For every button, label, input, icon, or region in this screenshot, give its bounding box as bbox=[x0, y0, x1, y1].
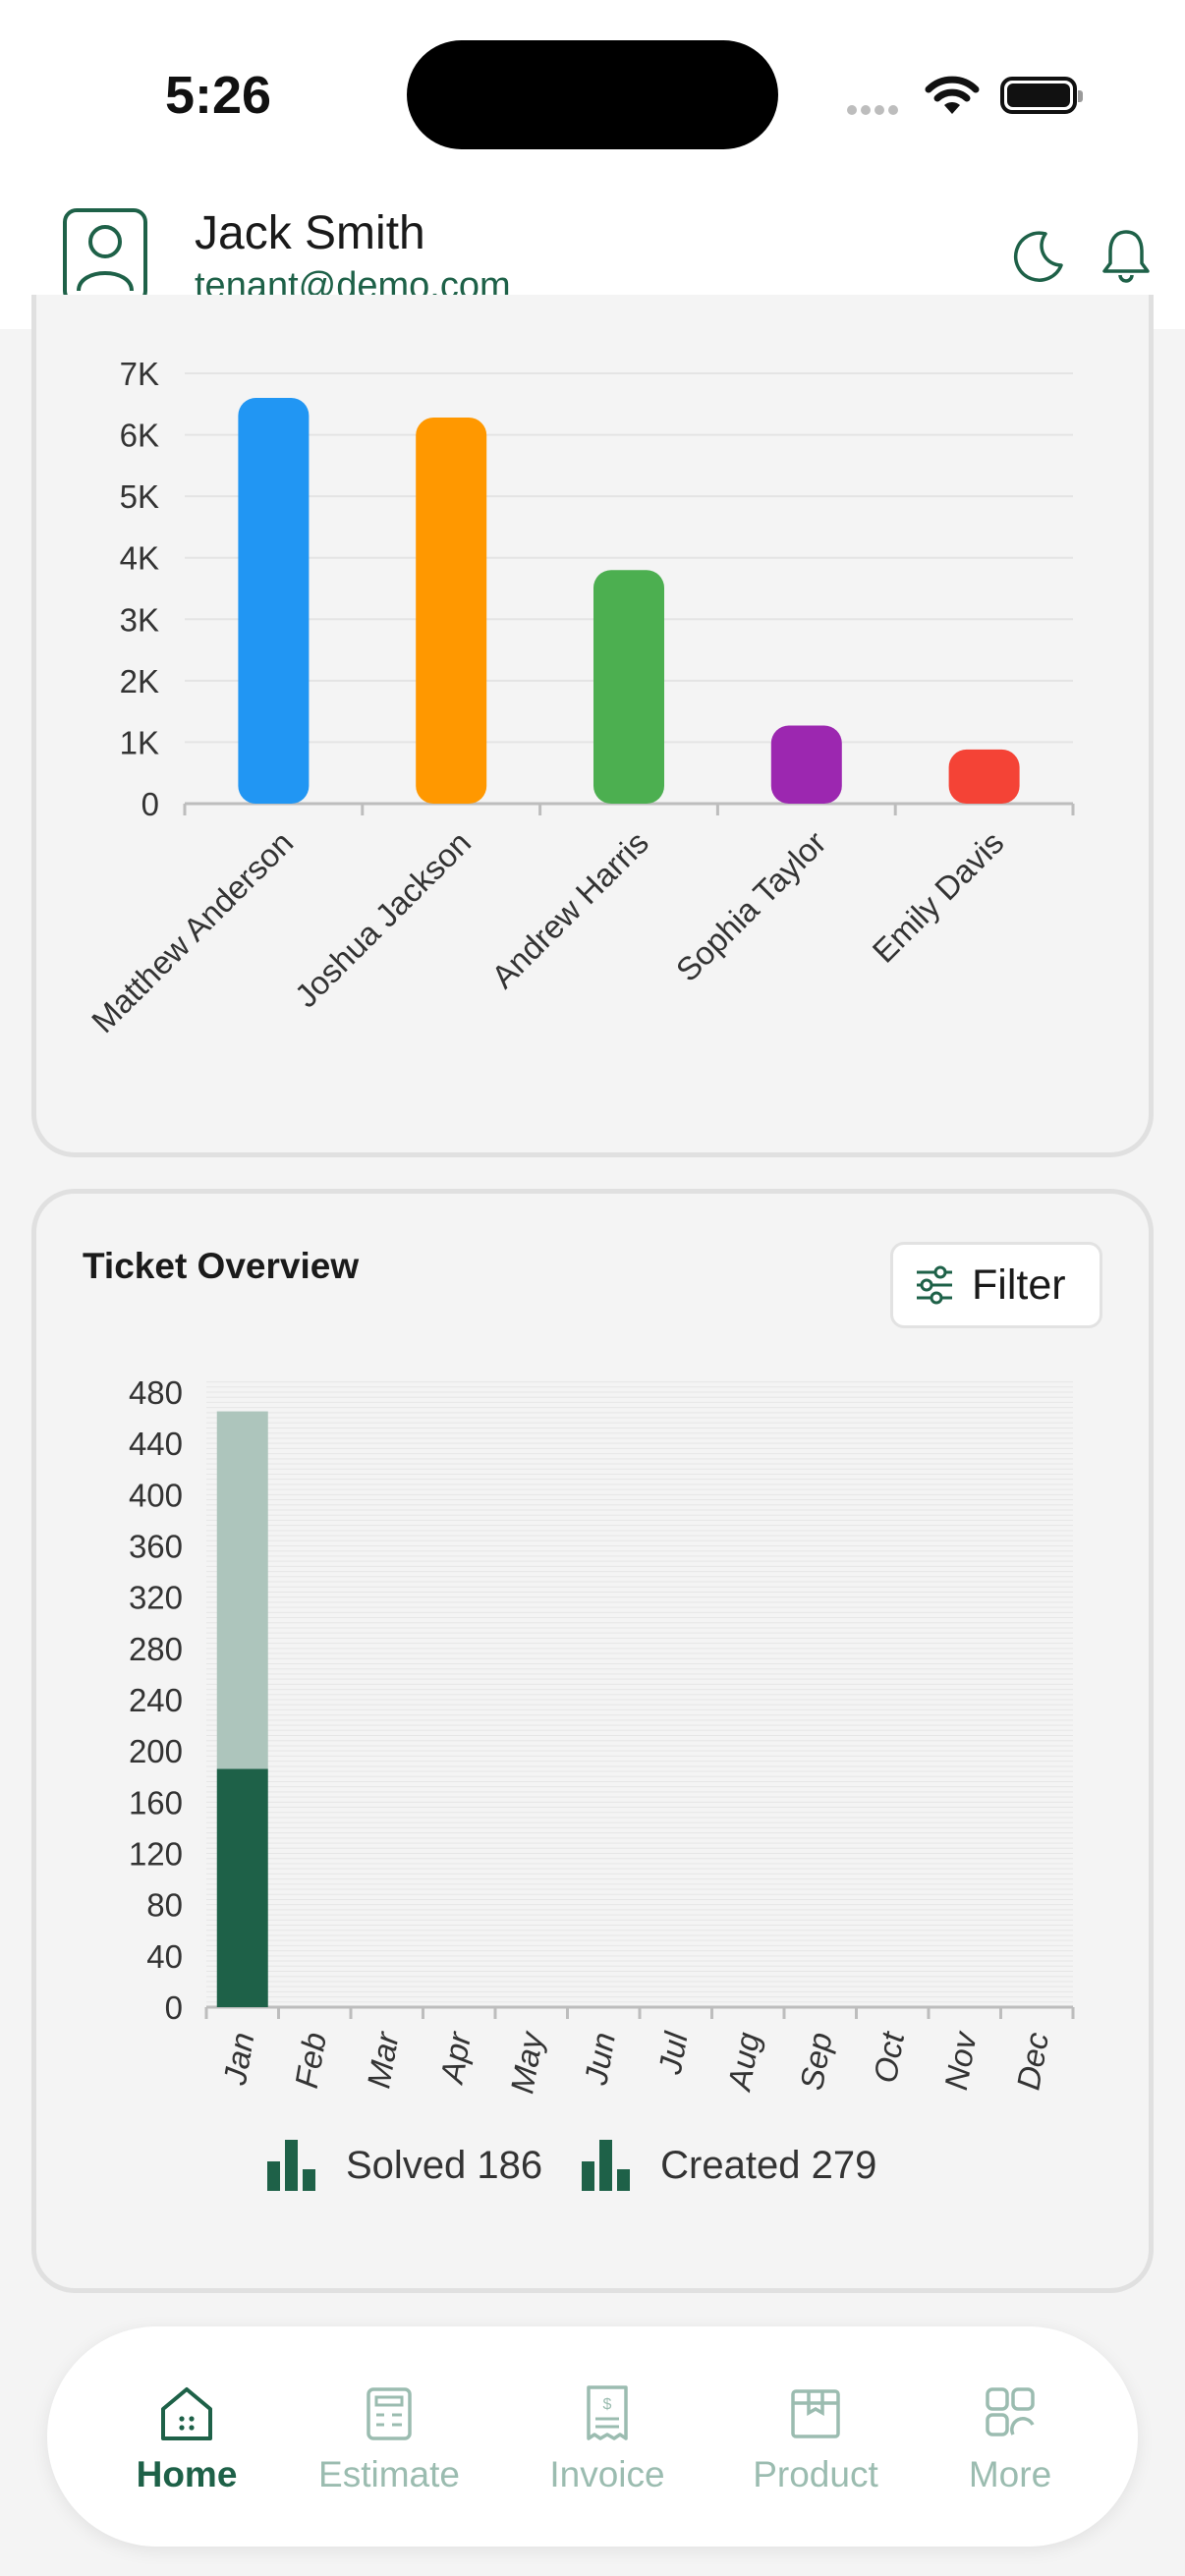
nav-home[interactable]: Home bbox=[98, 2383, 275, 2495]
nav-more[interactable]: More bbox=[922, 2383, 1099, 2495]
nav-estimate[interactable]: Estimate bbox=[301, 2383, 478, 2495]
bar bbox=[948, 749, 1020, 804]
x-tick-label: Dec bbox=[1010, 2029, 1056, 2093]
bar-created bbox=[216, 1411, 268, 1769]
y-tick-label: 2K bbox=[120, 663, 159, 700]
x-tick-label: Jan bbox=[216, 2030, 261, 2089]
sales-chart-card bbox=[31, 295, 1154, 1157]
y-tick-label: 40 bbox=[146, 1938, 183, 1975]
y-tick-label: 7K bbox=[120, 356, 159, 392]
bell-icon[interactable] bbox=[1099, 226, 1154, 285]
bar bbox=[593, 570, 664, 804]
filter-button[interactable]: Filter bbox=[890, 1242, 1102, 1328]
x-tick-label: Nov bbox=[937, 2027, 984, 2093]
ticket-legend: Solved 186 Created 279 bbox=[267, 2140, 916, 2191]
y-tick-label: 240 bbox=[129, 1682, 183, 1718]
y-tick-label: 360 bbox=[129, 1529, 183, 1565]
y-tick-label: 80 bbox=[146, 1887, 183, 1924]
y-tick-label: 5K bbox=[120, 478, 159, 515]
home-icon bbox=[161, 2387, 212, 2440]
y-tick-label: 0 bbox=[141, 786, 159, 822]
filter-icon bbox=[917, 1265, 952, 1305]
y-tick-label: 440 bbox=[129, 1426, 183, 1462]
filter-label: Filter bbox=[972, 1260, 1066, 1309]
x-tick-label: Apr bbox=[432, 2028, 478, 2088]
y-tick-label: 200 bbox=[129, 1733, 183, 1769]
nav-product[interactable]: Product bbox=[727, 2383, 904, 2495]
y-tick-label: 280 bbox=[129, 1631, 183, 1667]
bar-solved bbox=[216, 1768, 268, 2007]
y-tick-label: 160 bbox=[129, 1784, 183, 1820]
x-tick-label: Oct bbox=[867, 2028, 912, 2086]
y-tick-label: 1K bbox=[120, 724, 159, 760]
bar bbox=[416, 418, 487, 804]
legend-solved[interactable]: Solved 186 bbox=[267, 2140, 542, 2191]
bottom-navigation: Home Estimate $ Invoice Product bbox=[47, 2326, 1138, 2547]
bar-chart-icon bbox=[267, 2140, 315, 2191]
y-tick-label: 4K bbox=[120, 540, 159, 577]
x-tick-label: Aug bbox=[720, 2029, 766, 2095]
y-tick-label: 400 bbox=[129, 1477, 183, 1513]
product-icon bbox=[791, 2389, 840, 2438]
nav-estimate-label: Estimate bbox=[318, 2454, 460, 2494]
status-bar: 5:26 bbox=[0, 0, 1185, 196]
nav-invoice[interactable]: $ Invoice bbox=[519, 2383, 696, 2495]
x-tick-label: Sep bbox=[793, 2030, 839, 2093]
ticket-overview-title: Ticket Overview bbox=[83, 1246, 360, 1286]
status-time: 5:26 bbox=[165, 66, 272, 125]
legend-created[interactable]: Created 279 bbox=[582, 2140, 876, 2191]
y-tick-label: 480 bbox=[129, 1374, 183, 1411]
nav-more-label: More bbox=[968, 2454, 1052, 2494]
dynamic-island bbox=[407, 40, 778, 149]
x-tick-label: Feb bbox=[288, 2030, 333, 2091]
wifi-icon bbox=[925, 76, 980, 114]
bar bbox=[238, 398, 310, 804]
nav-home-label: Home bbox=[136, 2454, 238, 2494]
legend-created-label: Created 279 bbox=[660, 2143, 877, 2187]
x-tick-label: May bbox=[503, 2027, 550, 2096]
legend-solved-label: Solved 186 bbox=[346, 2143, 543, 2187]
y-tick-label: 3K bbox=[120, 601, 159, 638]
x-tick-label: Jul bbox=[651, 2028, 695, 2078]
estimate-icon bbox=[367, 2387, 412, 2440]
moon-icon[interactable] bbox=[1008, 226, 1067, 285]
more-icon bbox=[986, 2387, 1035, 2436]
nav-invoice-label: Invoice bbox=[549, 2454, 665, 2494]
svg-text:$: $ bbox=[603, 2396, 612, 2413]
x-tick-label: Mar bbox=[360, 2028, 406, 2091]
x-tick-label: Jun bbox=[577, 2030, 622, 2089]
signal-icon bbox=[847, 102, 902, 120]
y-tick-label: 0 bbox=[165, 1989, 183, 2026]
y-tick-label: 120 bbox=[129, 1836, 183, 1873]
nav-product-label: Product bbox=[753, 2454, 878, 2494]
y-tick-label: 320 bbox=[129, 1580, 183, 1616]
y-tick-label: 6K bbox=[120, 418, 159, 454]
invoice-icon: $ bbox=[587, 2385, 628, 2440]
battery-icon bbox=[1000, 77, 1083, 114]
bar-chart-icon bbox=[582, 2140, 631, 2191]
user-name: Jack Smith bbox=[195, 207, 425, 259]
ticket-bar-chart: 0 40 80 120 160 200 240 280 320 360 400 440 480 Jan Fe… bbox=[129, 1374, 1075, 2097]
bar bbox=[770, 725, 842, 804]
